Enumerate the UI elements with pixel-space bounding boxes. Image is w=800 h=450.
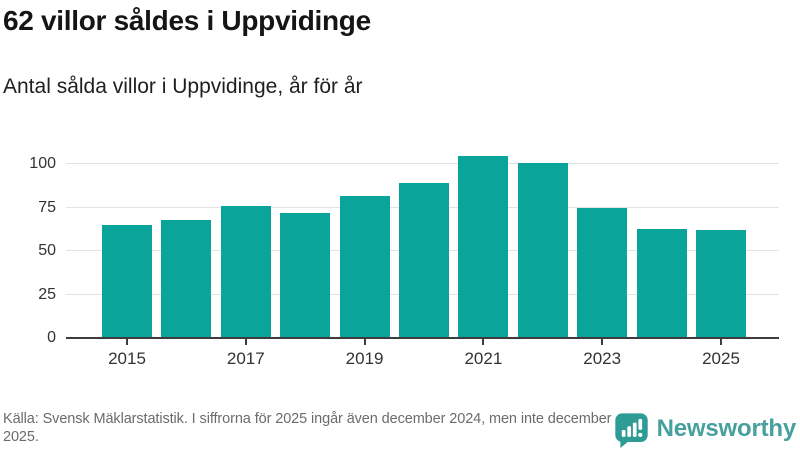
bar-chart: 0 25 50 75 100 2015 2017 2019 2021 2023 2025: [29, 155, 779, 368]
bar-2022: [517, 162, 568, 338]
x-axis-label-2017: 2017: [226, 349, 265, 368]
x-axis-line: [66, 337, 779, 339]
x-tick-2019: [363, 339, 366, 345]
y-axis-label-25: 25: [38, 285, 56, 303]
x-axis-label-2021: 2021: [464, 349, 503, 368]
x-tick-2021: [482, 339, 485, 345]
page-title: 62 villor såldes i Uppvidinge: [3, 5, 371, 36]
x-axis-label-2025: 2025: [702, 349, 740, 368]
bar-2023: [577, 207, 628, 338]
bar-2015: [102, 225, 152, 338]
newsworthy-logo[interactable]: Newsworthy: [613, 410, 796, 448]
bar-2025: [696, 230, 746, 338]
gridline-100: [66, 163, 779, 165]
x-tick-2025: [720, 339, 722, 345]
x-tick-2017: [244, 339, 247, 345]
x-axis-label-2019: 2019: [345, 349, 384, 368]
bar-2024: [636, 228, 687, 338]
y-axis-label-75: 75: [38, 198, 56, 216]
x-tick-2023: [601, 339, 604, 345]
bar-2019: [339, 195, 390, 338]
y-axis-label-0: 0: [47, 329, 56, 346]
bar-2021: [458, 155, 509, 338]
bar-chart-speech-bubble-icon: [613, 411, 650, 448]
y-axis-label-50: 50: [38, 242, 56, 260]
chart-subtitle: Antal sålda villor i Uppvidinge, år för …: [3, 75, 363, 98]
y-axis-label-100: 100: [29, 155, 56, 173]
x-tick-2015: [126, 339, 128, 345]
x-axis-label-2023: 2023: [583, 349, 622, 368]
bar-2017: [220, 206, 271, 338]
x-axis-label-2015: 2015: [108, 349, 146, 368]
bar-2020: [399, 183, 449, 338]
bar-2016: [161, 219, 212, 338]
source-note: Källa: Svensk Mäklarstatistik. I siffror…: [3, 411, 612, 445]
bar-2018: [280, 213, 331, 338]
brand-name: Newsworthy: [656, 415, 797, 442]
